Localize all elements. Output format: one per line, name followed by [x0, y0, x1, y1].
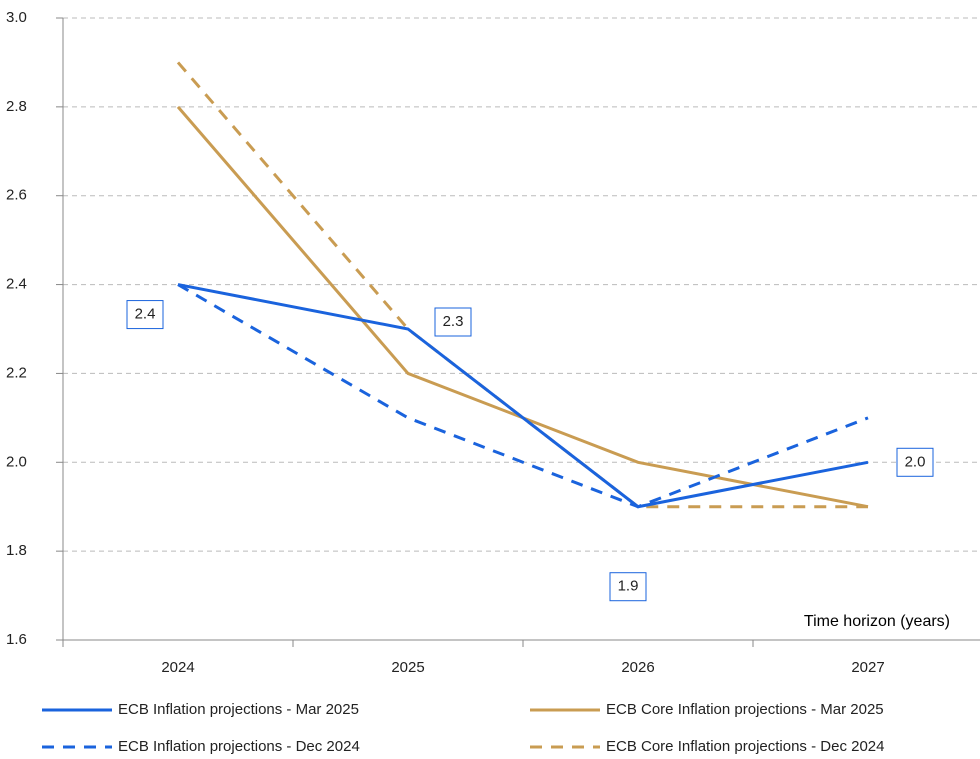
x-tick-label: 2026	[621, 659, 654, 676]
series-line	[177, 283, 869, 509]
legend-label: ECB Inflation projections - Dec 2024	[118, 738, 360, 755]
y-tick-label: 2.8	[6, 98, 27, 115]
series-line	[176, 105, 869, 509]
data-label-box	[609, 572, 647, 602]
series-line	[176, 61, 868, 509]
x-axis-title: Time horizon (years)	[804, 613, 950, 630]
x-tick-label: 2024	[161, 659, 194, 676]
legend-label: ECB Inflation projections - Mar 2025	[118, 701, 359, 718]
data-label: 1.9	[618, 578, 639, 595]
x-tick-label: 2025	[391, 659, 424, 676]
y-tick-label: 3.0	[6, 9, 27, 26]
data-label: 2.0	[905, 453, 926, 470]
data-label-box	[126, 300, 164, 330]
x-tick-label: 2027	[851, 659, 884, 676]
y-tick-label: 2.0	[6, 453, 27, 470]
y-tick-label: 2.6	[6, 187, 27, 204]
y-tick-label: 1.6	[6, 631, 27, 648]
legend-label: ECB Core Inflation projections - Mar 202…	[606, 701, 884, 718]
y-tick-label: 2.2	[6, 364, 27, 381]
y-tick-label: 2.4	[6, 276, 27, 293]
y-tick-label: 1.8	[6, 542, 27, 559]
legend-label: ECB Core Inflation projections - Dec 202…	[606, 738, 884, 755]
data-label: 2.4	[135, 306, 156, 323]
series-line	[177, 283, 869, 509]
data-label: 2.3	[443, 313, 464, 330]
data-label-box	[896, 447, 934, 477]
data-label-box	[434, 307, 472, 337]
